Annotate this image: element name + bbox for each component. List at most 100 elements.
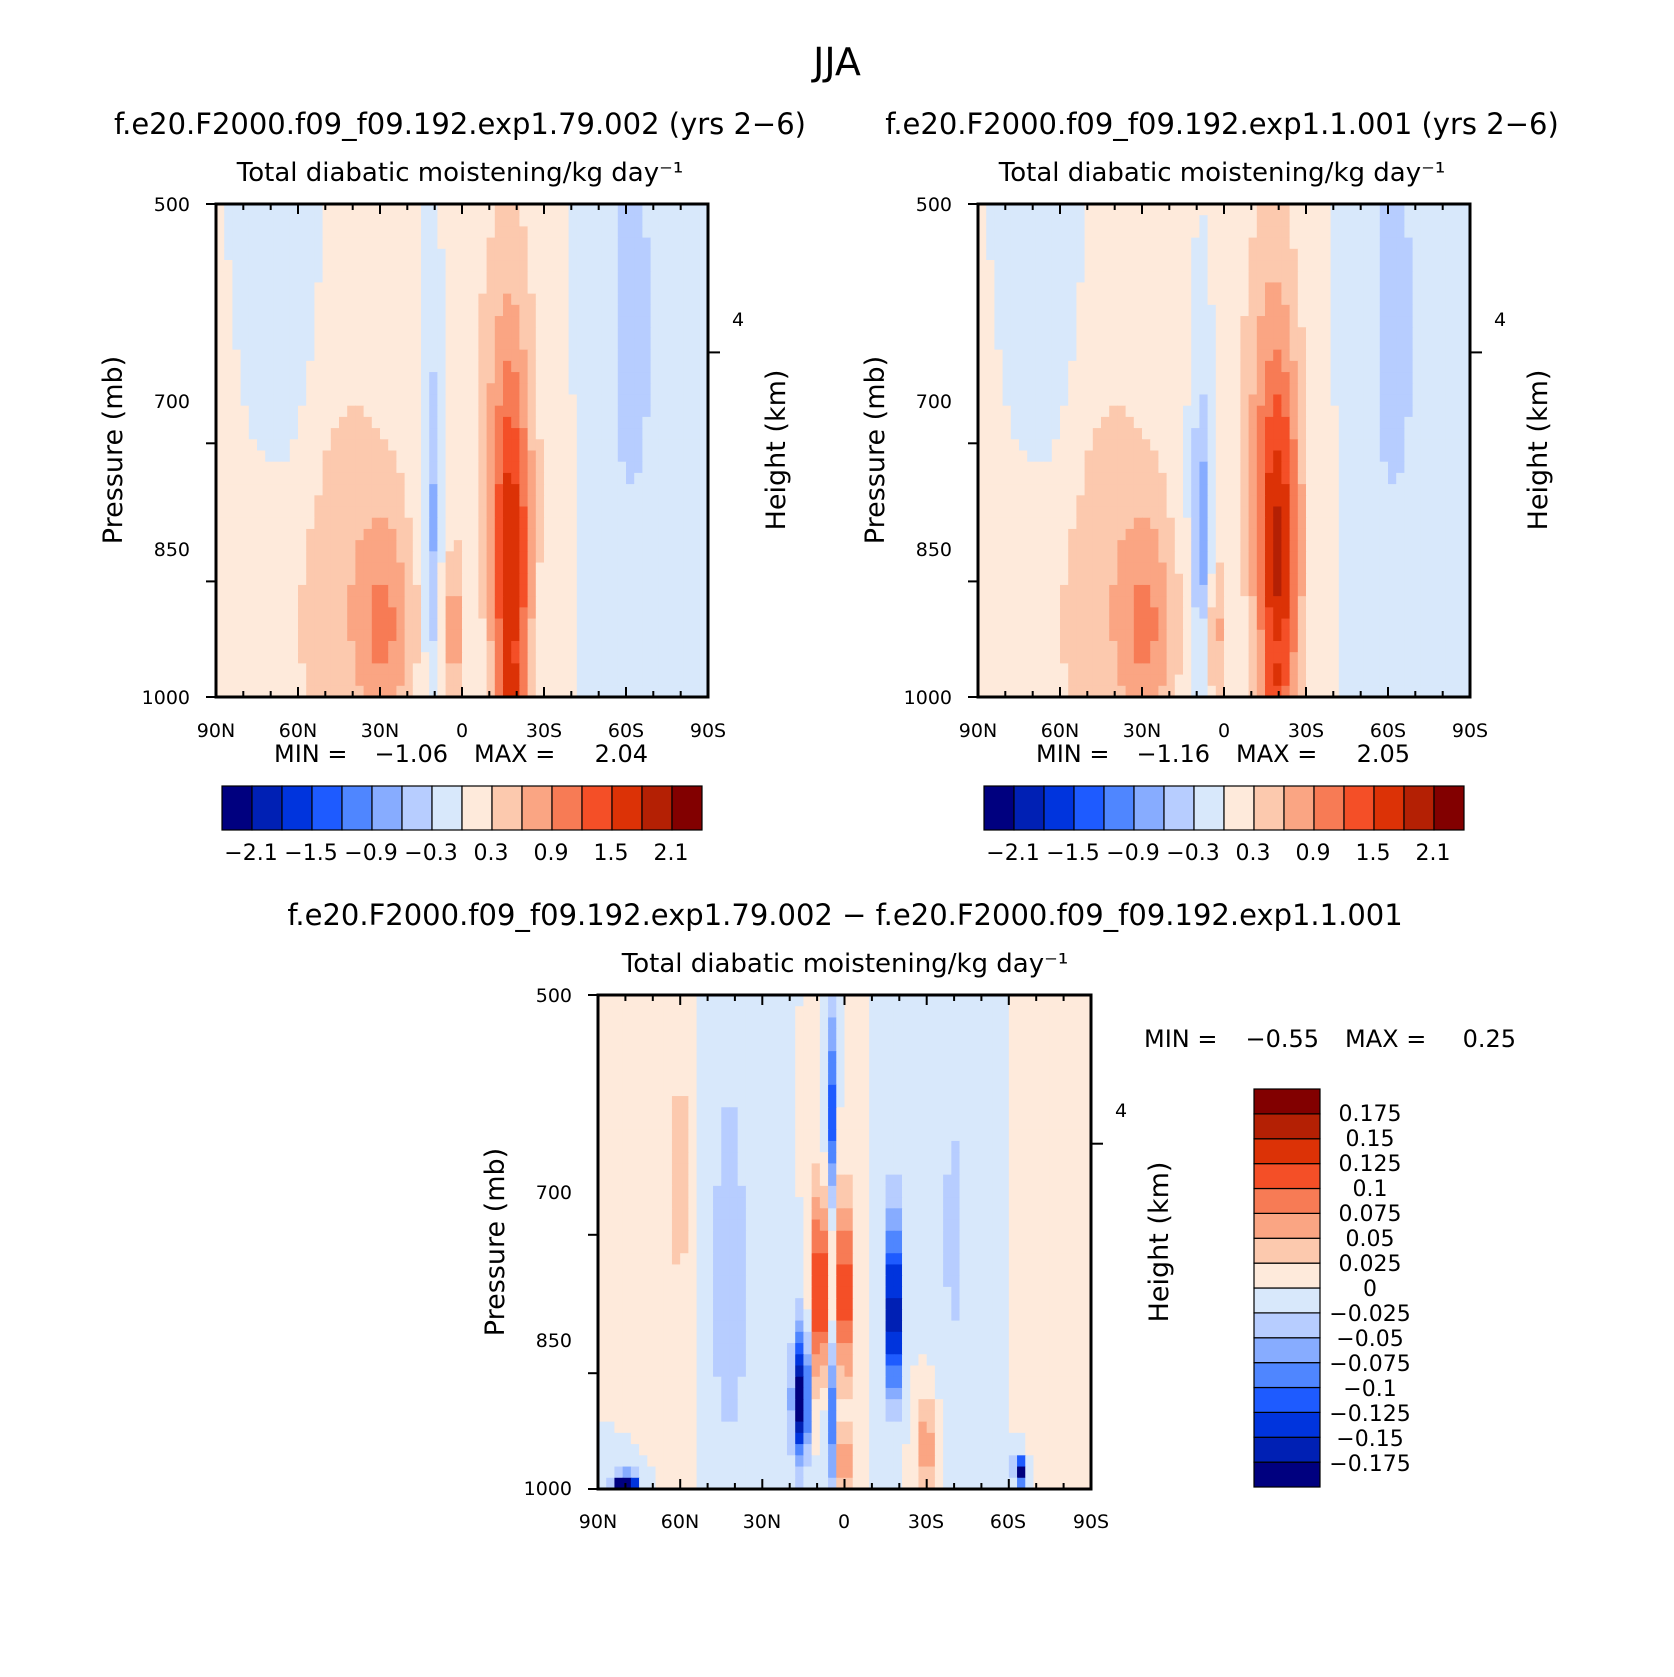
p2-field-cell (1109, 584, 1118, 597)
p2-field-cell (1109, 237, 1118, 250)
p1-field-cell (527, 562, 537, 575)
p1-field-cell (560, 327, 570, 340)
p1-field-cell (478, 607, 488, 620)
p1-field-cell (429, 685, 438, 698)
p2-field-cell (1183, 394, 1192, 407)
p2-field-cell (1002, 562, 1012, 575)
p1-field-cell (494, 472, 504, 485)
p1-field-cell (322, 416, 332, 429)
p1-field-cell (494, 607, 504, 620)
p2-field-cell (1183, 316, 1192, 328)
p1-field-cell (281, 506, 291, 519)
p1-field-cell (667, 663, 676, 676)
p1-field-cell (691, 506, 701, 519)
p2-field-cell (1363, 416, 1373, 429)
p1-field-cell (412, 517, 422, 530)
p1-field-cell (445, 204, 455, 216)
p2-field-cell (1166, 428, 1176, 440)
p1-field-cell (363, 394, 373, 407)
p1-field-cell (585, 652, 594, 664)
p1-field-cell (535, 663, 545, 676)
p2-field-cell (1150, 584, 1159, 597)
p1-field-cell (642, 271, 652, 284)
p2-field-cell (1437, 304, 1446, 317)
p1-field-cell (617, 293, 627, 306)
p1-field-cell (675, 461, 684, 474)
p2-field-cell (1297, 416, 1307, 429)
p1-field-cell (650, 461, 660, 474)
p1-field-cell (298, 360, 307, 373)
p2-field-cell (1256, 271, 1266, 284)
p2-field-cell (1207, 450, 1217, 463)
p1-field-cell (527, 484, 537, 496)
p1-field-cell (462, 237, 471, 250)
p2-field-cell (1150, 472, 1159, 485)
p2-field-cell (1355, 338, 1364, 351)
p2-field-cell (1002, 260, 1012, 272)
p1-field-cell (576, 573, 586, 586)
p1-field-cell (634, 428, 643, 440)
p1-field-cell (626, 674, 635, 687)
p1-field-cell (552, 293, 561, 306)
p2-field-cell (1412, 472, 1422, 485)
p1-field-cell (494, 349, 504, 362)
p1-field-cell (298, 428, 307, 440)
p2-field-cell (1109, 618, 1118, 631)
p2-field-cell (1322, 517, 1332, 530)
p2-field-cell (1306, 260, 1315, 272)
p1-field-cell (658, 439, 668, 452)
p2-field-cell (1347, 484, 1356, 496)
p2-field-cell (1453, 304, 1463, 317)
p1-field-cell (273, 629, 283, 642)
p2-field-cell (1281, 551, 1291, 564)
p1-field-cell (232, 327, 242, 340)
p1-field-cell (511, 372, 520, 384)
p1-field-cell (240, 629, 250, 642)
p1-field-cell (494, 551, 504, 564)
p1-field-cell (609, 484, 619, 496)
p1-field-cell (396, 316, 406, 328)
p1-field-cell (330, 405, 340, 418)
p2-field-cell (1142, 405, 1151, 418)
p2-field-cell (1256, 517, 1266, 530)
p1-field-cell (535, 472, 545, 485)
p2-field-cell (1051, 338, 1061, 351)
p1-field-cell (257, 484, 266, 496)
p1-field-cell (642, 596, 652, 608)
p2-field-cell (1297, 551, 1307, 564)
p2-field-cell (1338, 260, 1348, 272)
p2-field-cell (1265, 282, 1274, 295)
p1-field-cell (298, 416, 307, 429)
p2-field-cell (1388, 416, 1397, 429)
p2-field-cell (994, 204, 1004, 216)
p1-field-cell (634, 652, 643, 664)
p1-field-cell (691, 226, 701, 239)
p1-field-cell (593, 573, 602, 586)
p1-field-cell (371, 439, 381, 452)
p1-field-cell (355, 685, 365, 698)
p1-field-cell (650, 517, 660, 530)
p2-field-cell (1371, 562, 1381, 575)
p1-field-cell (355, 495, 365, 508)
p2-field-cell (1191, 293, 1200, 306)
p2-field-cell (1371, 383, 1381, 396)
p2-field-cell (1256, 372, 1266, 384)
p2-field-cell (1265, 248, 1274, 261)
p1-field-cell (306, 629, 315, 642)
p1-field-cell (478, 472, 488, 485)
p1-field-cell (224, 663, 233, 676)
p2-field-cell (1215, 607, 1225, 620)
p1-field-cell (289, 204, 299, 216)
p1-field-cell (396, 652, 406, 664)
p1-field-cell (257, 271, 266, 284)
p1-field-cell (683, 372, 693, 384)
p1-field-cell (593, 405, 602, 418)
p2-field-cell (1183, 405, 1192, 418)
p2-field-cell (1133, 495, 1143, 508)
p1-field-cell (699, 618, 709, 631)
p1-field-cell (257, 428, 266, 440)
p2-field-cell (1388, 439, 1397, 452)
p1-field-cell (388, 450, 397, 463)
p2-field-cell (1051, 204, 1061, 216)
